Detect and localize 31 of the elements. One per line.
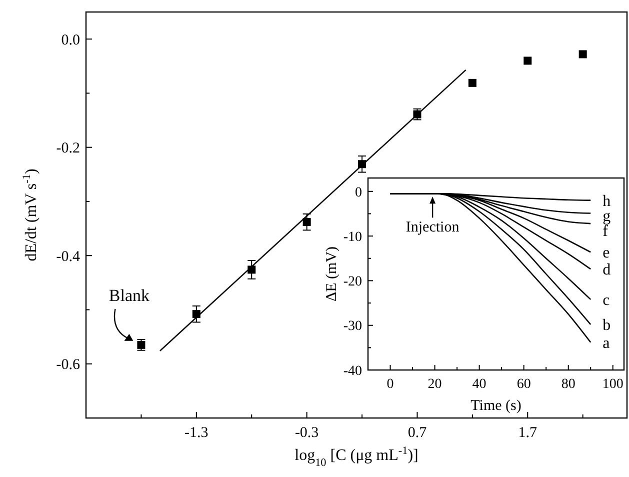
- annotation: Blank: [108, 286, 150, 305]
- series-label: c: [602, 292, 610, 310]
- y-tick-label: 0.0: [61, 32, 80, 48]
- y-tick-label: -30: [343, 319, 362, 334]
- x-tick-label: 0.7: [408, 425, 428, 441]
- x-tick-label: 40: [472, 377, 486, 392]
- x-tick-label: 60: [516, 377, 531, 392]
- x-tick-label: 0: [386, 377, 394, 392]
- y-tick-label: -20: [343, 274, 362, 290]
- y-tick-label: -0.4: [56, 248, 80, 265]
- y-tick-label: -0.2: [56, 140, 80, 157]
- x-axis-title: Time (s): [470, 398, 522, 414]
- annotation: Injection: [406, 220, 460, 236]
- x-tick-label: 1.7: [518, 425, 538, 441]
- y-tick-label: 0: [355, 185, 362, 200]
- x-tick-label: 80: [561, 377, 576, 392]
- series-label: d: [602, 262, 611, 279]
- series-label: b: [602, 317, 611, 334]
- x-tick-label: 100: [602, 377, 624, 392]
- series-label: h: [602, 192, 611, 210]
- x-axis-title: log$_{10}$ [C (μg mL$^{-1}$)]: [294, 445, 418, 469]
- x-tick-label: 20: [428, 377, 442, 392]
- series-label: g: [602, 208, 611, 225]
- y-tick-label: -0.6: [56, 357, 80, 374]
- x-tick-label: -1.3: [184, 425, 208, 441]
- series-label: e: [602, 244, 610, 262]
- series-label: a: [602, 334, 610, 352]
- y-tick-label: -40: [343, 364, 362, 379]
- y-tick-label: -10: [343, 230, 362, 245]
- x-tick-label: -0.3: [294, 425, 319, 441]
- y-axis-title: ΔE (mV): [324, 246, 340, 302]
